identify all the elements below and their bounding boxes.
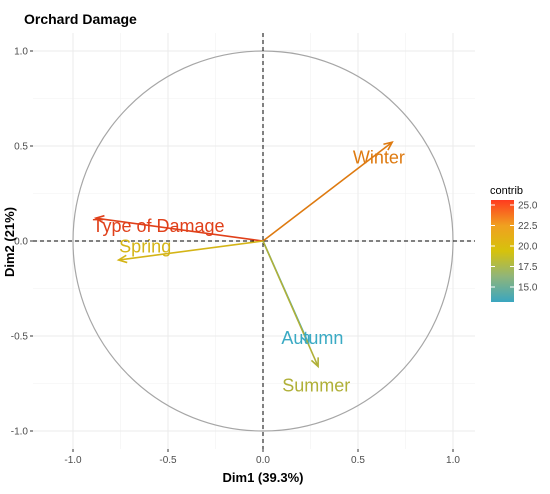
label-winter: Winter [353, 147, 405, 167]
y-axis-title: Dim2 (21%) [2, 207, 17, 277]
x-tick-label: 0.0 [256, 455, 270, 466]
label-autumn: Autumn [281, 328, 343, 348]
contrib-legend: contrib 25.0 22.5 20.0 17.5 15.0 [490, 185, 538, 302]
y-tick-label: 0.5 [14, 142, 28, 153]
label-summer: Summer [282, 375, 350, 395]
arrowhead-type-of-damage [93, 214, 105, 224]
x-axis-title: Dim1 (39.3%) [223, 470, 304, 485]
legend-title: contrib [490, 185, 523, 197]
arrowhead-summer [310, 357, 319, 369]
legend-tick-label: 25.0 [518, 201, 538, 212]
legend-tick-label: 22.5 [518, 221, 538, 232]
legend-colorbar [491, 200, 514, 302]
variable-arrows [93, 141, 394, 369]
y-tick-label: -1.0 [11, 427, 29, 438]
y-tick-label: 1.0 [14, 47, 28, 58]
y-tick-label: -0.5 [11, 332, 29, 343]
label-type-of-damage: Type of Damage [92, 216, 224, 236]
arrowhead-winter [383, 141, 394, 151]
legend-tick-label: 15.0 [518, 283, 538, 294]
chart-title: Orchard Damage [24, 11, 137, 27]
y-tick-label: 0.0 [14, 237, 28, 248]
reference-lines [33, 33, 475, 449]
arrow-winter [262, 141, 393, 242]
arrow-type-of-damage [95, 217, 264, 242]
arrow-summer [262, 240, 319, 367]
arrow-spring [118, 240, 264, 261]
x-tick-label: -0.5 [159, 455, 177, 466]
legend-ticks: 25.0 22.5 20.0 17.5 15.0 [491, 201, 538, 294]
x-tick-label: -1.0 [64, 455, 82, 466]
arrowhead-spring [116, 254, 128, 264]
y-axis-ticks: -1.0 -0.5 0.0 0.5 1.0 [11, 47, 33, 438]
x-axis-ticks: -1.0 -0.5 0.0 0.5 1.0 [64, 449, 460, 466]
x-tick-label: 0.5 [351, 455, 365, 466]
x-tick-label: 1.0 [446, 455, 460, 466]
legend-tick-label: 20.0 [518, 242, 538, 253]
label-spring: Spring [119, 237, 171, 257]
legend-tick-label: 17.5 [518, 262, 538, 273]
